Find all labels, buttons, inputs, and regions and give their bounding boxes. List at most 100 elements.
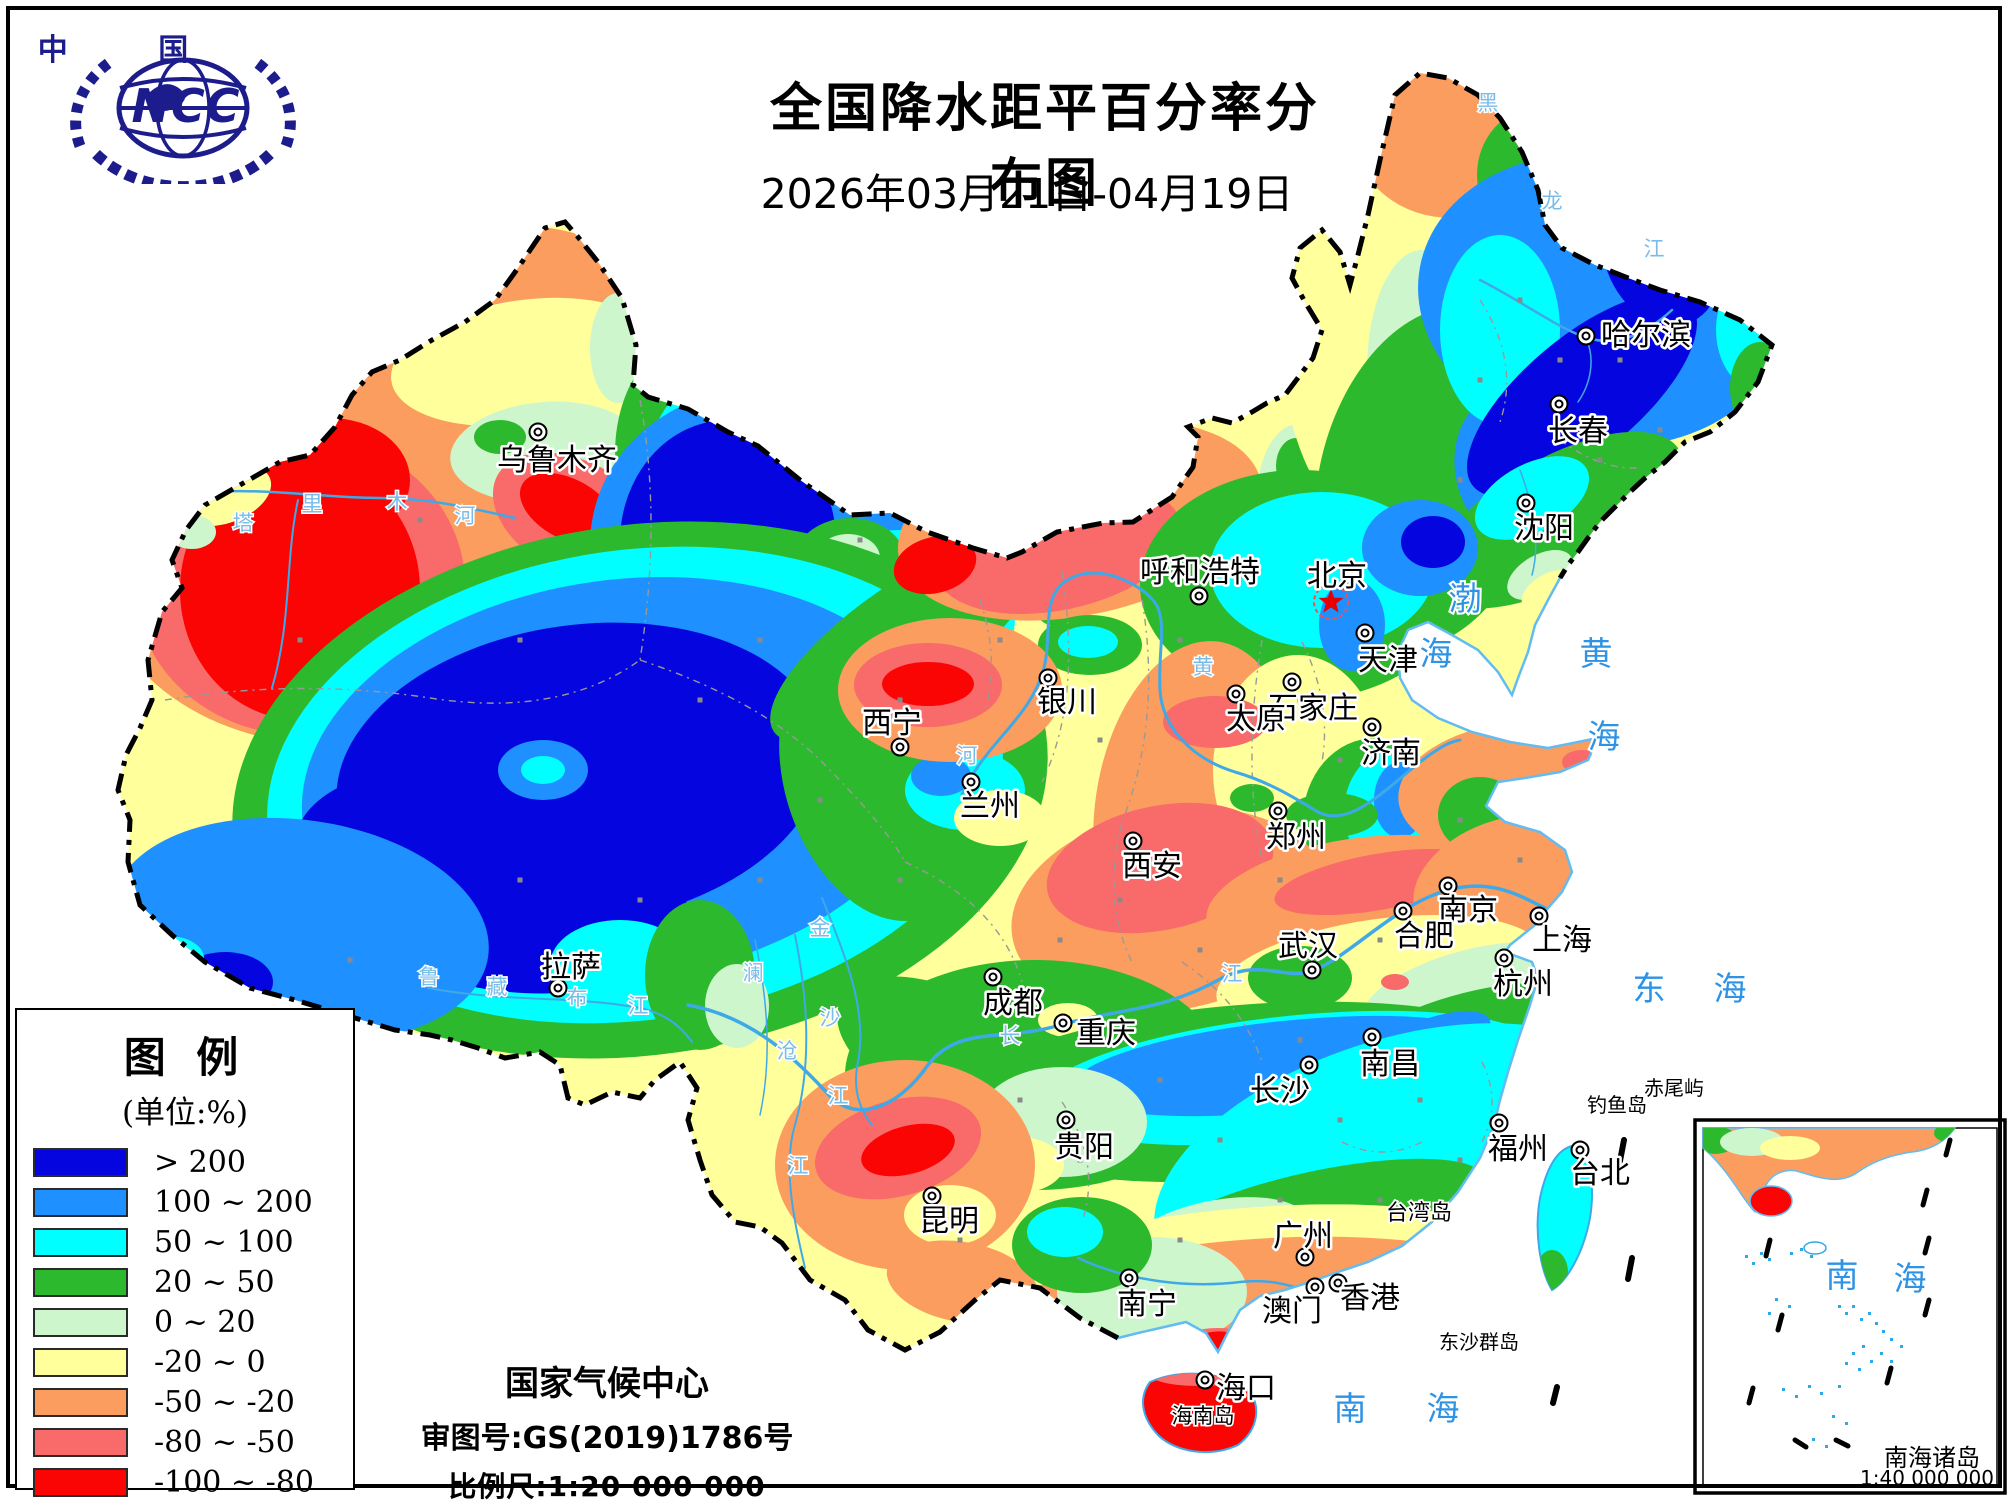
river-label: 黑 xyxy=(1478,91,1499,115)
river-label: 黄 xyxy=(1193,655,1214,679)
river-label: 藏 xyxy=(487,975,508,999)
legend-swatch xyxy=(33,1347,128,1377)
laurel-right-icon xyxy=(252,57,296,148)
legend-swatch xyxy=(33,1307,128,1337)
page-title: 全国降水距平百分率分布图 xyxy=(769,79,1320,214)
sea-label: 渤 xyxy=(1449,579,1482,618)
city-香港: 香港 xyxy=(1328,1273,1403,1319)
island-label: 钓鱼岛 xyxy=(1587,1093,1647,1117)
region-blob xyxy=(177,952,273,1012)
city-成都: 成都 xyxy=(981,967,1046,1024)
sea-label: 海 xyxy=(1420,634,1453,673)
sea-label: 东 xyxy=(1633,969,1666,1008)
legend-item: -100 ~ -80 xyxy=(17,1462,353,1502)
river-label: 布 xyxy=(567,986,588,1010)
region-blob xyxy=(882,662,974,706)
inset-sea-label: 海 xyxy=(1894,1259,1927,1298)
city-label: 广州 xyxy=(1273,1219,1333,1254)
city-label: 澳门 xyxy=(1262,1294,1322,1329)
dash-line-icon xyxy=(1617,1137,1627,1164)
region-blob xyxy=(590,293,646,403)
river-label: 江 xyxy=(828,1084,849,1108)
national-border xyxy=(115,70,1775,1353)
legend-item: -50 ~ -20 xyxy=(17,1382,353,1422)
region-blob xyxy=(982,1291,1034,1315)
city-拉萨: 拉萨 xyxy=(539,948,604,998)
legend-item: -20 ~ 0 xyxy=(17,1342,353,1382)
city-广州: 广州 xyxy=(1271,1217,1336,1267)
city-石家庄: 石家庄 xyxy=(1266,672,1361,729)
city-label: 昆明 xyxy=(919,1204,979,1239)
city-label: 上海 xyxy=(1532,923,1592,958)
city-澳门: 澳门 xyxy=(1260,1277,1325,1332)
landmass-icon xyxy=(147,84,186,112)
island-label: 海南岛 xyxy=(1172,1404,1235,1428)
dash-line-icon xyxy=(1550,1384,1560,1406)
city-南京: 南京 xyxy=(1436,876,1501,931)
region-blob xyxy=(1401,516,1465,568)
city-label: 兰州 xyxy=(960,789,1020,824)
city-呼和浩特: 呼和浩特 xyxy=(1138,553,1263,606)
island-label: 东沙群岛 xyxy=(1439,1330,1519,1354)
inset-hainan-island xyxy=(1749,1185,1793,1217)
city-福州: 福州 xyxy=(1486,1113,1551,1170)
river-label: 河 xyxy=(455,504,476,528)
city-沈阳: 沈阳 xyxy=(1512,493,1577,549)
river-label: 长 xyxy=(1000,1024,1021,1048)
nine-dash-marks xyxy=(1550,1137,1635,1406)
city-label: 拉萨 xyxy=(541,950,601,985)
city-天津: 天津 xyxy=(1355,623,1421,681)
legend-label: 0 ~ 20 xyxy=(154,1304,256,1340)
dash-line-icon xyxy=(1884,1365,1894,1386)
city-label: 海口 xyxy=(1216,1371,1276,1406)
city-label: 济南 xyxy=(1361,736,1421,771)
river-label: 龙 xyxy=(1542,189,1563,213)
island-label: 台湾岛 xyxy=(1386,1201,1452,1226)
laurel-left-icon xyxy=(70,57,114,148)
city-南宁: 南宁 xyxy=(1115,1268,1180,1325)
city-乌鲁木齐: 乌鲁木齐 xyxy=(495,422,620,481)
legend-item: 20 ~ 50 xyxy=(17,1262,353,1302)
region-blob xyxy=(378,266,462,318)
legend-label: -100 ~ -80 xyxy=(154,1464,314,1500)
city-label: 西宁 xyxy=(862,706,922,741)
dash-line-icon xyxy=(1833,1437,1851,1449)
river-label: 江 xyxy=(1222,962,1243,986)
legend-label: 100 ~ 200 xyxy=(154,1184,313,1220)
city-杭州: 杭州 xyxy=(1491,948,1556,1005)
legend-title: 图 例 xyxy=(123,1033,247,1082)
region-blob xyxy=(954,790,1046,846)
legend-swatch xyxy=(33,1147,128,1177)
ncc-logo: 中 国 NCC xyxy=(38,33,296,184)
city-label: 北京 xyxy=(1307,559,1367,594)
region-blob xyxy=(250,418,410,542)
city-label: 南昌 xyxy=(1360,1047,1420,1082)
city-label: 成都 xyxy=(983,986,1043,1021)
legend-unit: (单位:%) xyxy=(121,1095,249,1131)
logo-acronym: NCC xyxy=(131,79,240,133)
province-borders xyxy=(164,299,1641,1223)
river-label: 里 xyxy=(302,492,323,516)
city-长春: 长春 xyxy=(1546,394,1611,452)
city-label: 长春 xyxy=(1548,414,1608,449)
city-郑州: 郑州 xyxy=(1264,801,1329,858)
city-长沙: 长沙 xyxy=(1248,1055,1319,1112)
legend-item: > 200 xyxy=(17,1142,353,1182)
city-贵阳: 贵阳 xyxy=(1052,1110,1117,1168)
region-blob xyxy=(352,480,372,512)
region-blob xyxy=(893,535,977,595)
city-label: 西安 xyxy=(1122,849,1182,884)
city-label: 天津 xyxy=(1358,643,1418,678)
legend-swatch xyxy=(33,1187,128,1217)
region-blob xyxy=(1230,784,1274,812)
region-blob xyxy=(474,420,526,454)
date-range: 2026年03月21日-04月19日 xyxy=(760,170,1294,218)
city-label: 石家庄 xyxy=(1268,691,1358,726)
river-label: 河 xyxy=(957,744,978,768)
city-台北: 台北 xyxy=(1568,1140,1633,1194)
city-银川: 银川 xyxy=(1035,668,1100,723)
dash-line-icon xyxy=(1943,1137,1953,1158)
river-label: 江 xyxy=(1644,237,1665,261)
